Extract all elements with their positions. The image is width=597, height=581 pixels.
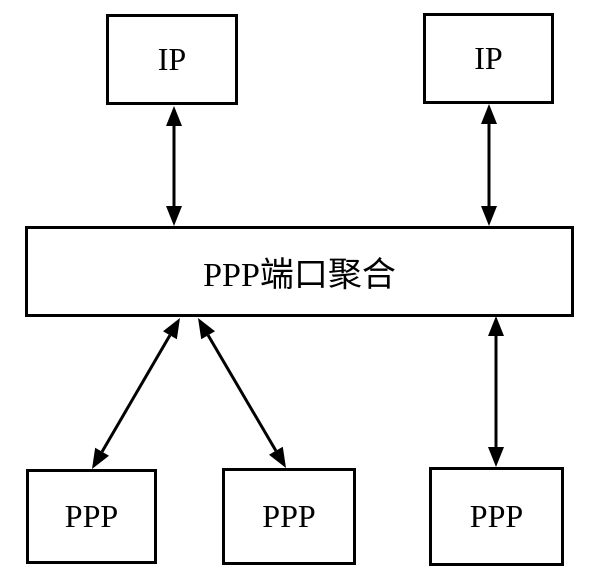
node-ppp-right: PPP bbox=[429, 467, 564, 566]
node-aggregate: PPP端口聚合 bbox=[25, 226, 574, 317]
node-ppp-left-label: PPP bbox=[65, 498, 118, 535]
node-ppp-mid-label: PPP bbox=[262, 498, 315, 535]
diagram-canvas: IP IP PPP端口聚合 PPP PPP PPP bbox=[0, 0, 597, 581]
node-ip-left: IP bbox=[106, 14, 238, 105]
node-ppp-right-label: PPP bbox=[470, 498, 523, 535]
node-ppp-left: PPP bbox=[26, 469, 157, 564]
node-ip-right: IP bbox=[423, 13, 554, 104]
node-ip-right-label: IP bbox=[474, 40, 502, 77]
node-ppp-mid: PPP bbox=[222, 468, 356, 565]
node-aggregate-label: PPP端口聚合 bbox=[203, 247, 396, 296]
node-ip-left-label: IP bbox=[158, 41, 186, 78]
